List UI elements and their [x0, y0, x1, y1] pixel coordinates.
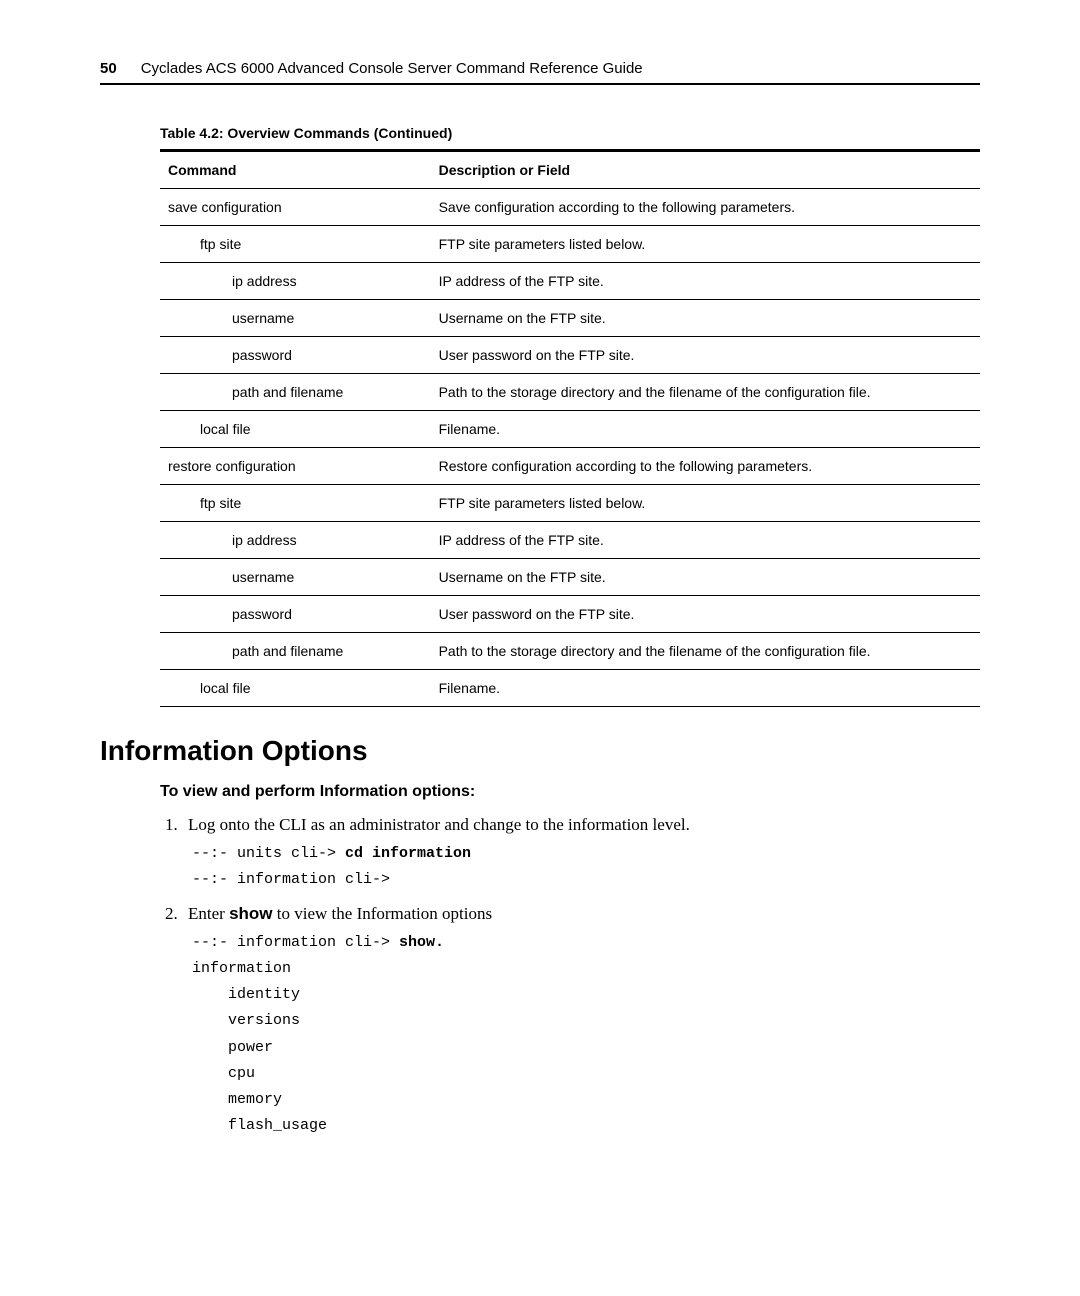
code-block: --:- information cli-> show.information … — [192, 930, 980, 1140]
table-row: ip addressIP address of the FTP site. — [160, 522, 980, 559]
page-number: 50 — [100, 60, 117, 77]
description-cell: User password on the FTP site. — [431, 337, 980, 374]
command-cell: password — [160, 596, 431, 633]
code-block: --:- units cli-> cd information--:- info… — [192, 841, 980, 894]
description-cell: IP address of the FTP site. — [431, 522, 980, 559]
description-cell: Filename. — [431, 411, 980, 448]
table-row: restore configurationRestore configurati… — [160, 448, 980, 485]
description-cell: Save configuration according to the foll… — [431, 189, 980, 226]
description-cell: Username on the FTP site. — [431, 300, 980, 337]
step-text: Enter show to view the Information optio… — [188, 904, 980, 924]
description-cell: Path to the storage directory and the fi… — [431, 633, 980, 670]
step-item: Log onto the CLI as an administrator and… — [182, 815, 980, 894]
step-item: Enter show to view the Information optio… — [182, 904, 980, 1140]
sub-heading: To view and perform Information options: — [160, 783, 980, 801]
description-cell: FTP site parameters listed below. — [431, 485, 980, 522]
command-cell: username — [160, 559, 431, 596]
table-header-command: Command — [160, 151, 431, 189]
overview-commands-table: Command Description or Field save config… — [160, 149, 980, 707]
description-cell: Restore configuration according to the f… — [431, 448, 980, 485]
description-cell: IP address of the FTP site. — [431, 263, 980, 300]
table-row: usernameUsername on the FTP site. — [160, 559, 980, 596]
command-cell: path and filename — [160, 633, 431, 670]
table-row: path and filenamePath to the storage dir… — [160, 374, 980, 411]
command-cell: save configuration — [160, 189, 431, 226]
steps-list: Log onto the CLI as an administrator and… — [160, 815, 980, 1140]
table-row: passwordUser password on the FTP site. — [160, 596, 980, 633]
command-cell: local file — [160, 411, 431, 448]
command-cell: path and filename — [160, 374, 431, 411]
table-row: ftp siteFTP site parameters listed below… — [160, 226, 980, 263]
table-row: ip addressIP address of the FTP site. — [160, 263, 980, 300]
description-cell: Username on the FTP site. — [431, 559, 980, 596]
command-cell: ip address — [160, 263, 431, 300]
page-header-title: Cyclades ACS 6000 Advanced Console Serve… — [141, 60, 643, 77]
table-header-description: Description or Field — [431, 151, 980, 189]
table-row: passwordUser password on the FTP site. — [160, 337, 980, 374]
command-cell: ip address — [160, 522, 431, 559]
table-row: usernameUsername on the FTP site. — [160, 300, 980, 337]
description-cell: FTP site parameters listed below. — [431, 226, 980, 263]
description-cell: User password on the FTP site. — [431, 596, 980, 633]
command-cell: username — [160, 300, 431, 337]
section-heading: Information Options — [100, 735, 980, 767]
command-cell: local file — [160, 670, 431, 707]
table-row: save configurationSave configuration acc… — [160, 189, 980, 226]
description-cell: Filename. — [431, 670, 980, 707]
command-cell: password — [160, 337, 431, 374]
page-header: 50 Cyclades ACS 6000 Advanced Console Se… — [100, 60, 980, 85]
command-cell: ftp site — [160, 226, 431, 263]
table-row: local fileFilename. — [160, 411, 980, 448]
table-row: path and filenamePath to the storage dir… — [160, 633, 980, 670]
description-cell: Path to the storage directory and the fi… — [431, 374, 980, 411]
table-row: ftp siteFTP site parameters listed below… — [160, 485, 980, 522]
table-caption: Table 4.2: Overview Commands (Continued) — [160, 125, 980, 141]
table-row: local fileFilename. — [160, 670, 980, 707]
step-text: Log onto the CLI as an administrator and… — [188, 815, 980, 835]
command-cell: restore configuration — [160, 448, 431, 485]
command-cell: ftp site — [160, 485, 431, 522]
